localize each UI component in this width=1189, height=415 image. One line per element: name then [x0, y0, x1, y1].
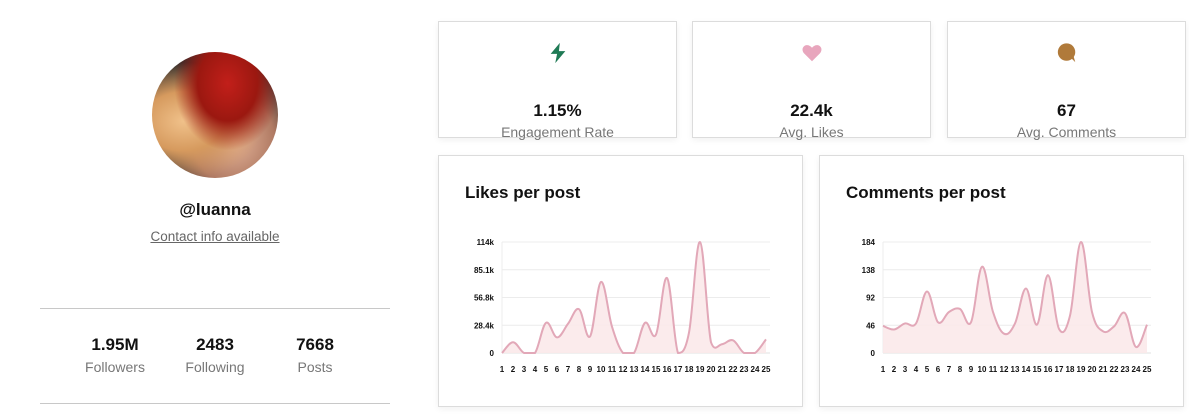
chart-title: Likes per post: [465, 183, 581, 202]
kpi-avg-likes: 22.4k Avg. Likes: [692, 21, 931, 140]
svg-text:92: 92: [866, 294, 875, 303]
svg-text:24: 24: [751, 365, 760, 374]
profile-handle: @luanna: [179, 200, 251, 219]
svg-text:15: 15: [652, 365, 661, 374]
svg-text:10: 10: [978, 365, 987, 374]
svg-text:22: 22: [729, 365, 738, 374]
svg-text:2: 2: [511, 365, 516, 374]
heart-icon: [802, 45, 821, 62]
svg-text:8: 8: [577, 365, 582, 374]
avatar: [152, 52, 278, 178]
stat-label: Followers: [85, 359, 145, 375]
kpi-avg-comments: 67 Avg. Comments: [947, 21, 1186, 140]
svg-text:23: 23: [1121, 365, 1130, 374]
svg-text:21: 21: [718, 365, 727, 374]
stat-followers: 1.95M Followers: [65, 335, 165, 375]
kpi-label: Engagement Rate: [501, 124, 614, 140]
svg-text:28.4k: 28.4k: [474, 321, 495, 330]
divider: [40, 308, 390, 309]
svg-text:1: 1: [881, 365, 886, 374]
kpi-label: Avg. Comments: [1016, 124, 1117, 140]
svg-text:14: 14: [1022, 365, 1031, 374]
svg-text:5: 5: [544, 365, 549, 374]
comments-chart-card: Comments per post 0 46 92 138 184 1 2 3 4 5 6 7 8 9 10…: [819, 155, 1184, 407]
svg-text:6: 6: [555, 365, 560, 374]
stat-value: 1.95M: [91, 335, 139, 354]
svg-text:12: 12: [1000, 365, 1009, 374]
stat-value: 2483: [196, 335, 234, 354]
svg-text:21: 21: [1099, 365, 1108, 374]
svg-text:14: 14: [641, 365, 650, 374]
svg-text:46: 46: [866, 321, 875, 330]
svg-text:18: 18: [685, 365, 694, 374]
svg-text:17: 17: [674, 365, 683, 374]
svg-text:13: 13: [630, 365, 639, 374]
svg-text:11: 11: [608, 365, 617, 374]
svg-text:3: 3: [522, 365, 527, 374]
svg-text:0: 0: [871, 349, 876, 358]
lightning-icon: [550, 42, 565, 64]
svg-text:15: 15: [1033, 365, 1042, 374]
svg-text:3: 3: [903, 365, 908, 374]
stat-following: 2483 Following: [165, 335, 265, 375]
divider: [40, 403, 390, 404]
svg-text:138: 138: [862, 266, 876, 275]
svg-text:114k: 114k: [477, 238, 495, 247]
svg-text:18: 18: [1066, 365, 1075, 374]
svg-text:9: 9: [588, 365, 593, 374]
svg-text:0: 0: [490, 349, 495, 358]
kpi-value: 1.15%: [533, 101, 582, 120]
svg-text:2: 2: [892, 365, 897, 374]
svg-text:23: 23: [740, 365, 749, 374]
kpi-label: Avg. Likes: [779, 124, 844, 140]
svg-text:20: 20: [1088, 365, 1097, 374]
svg-text:4: 4: [533, 365, 538, 374]
svg-text:20: 20: [707, 365, 716, 374]
svg-text:56.8k: 56.8k: [474, 294, 495, 303]
svg-text:16: 16: [1044, 365, 1053, 374]
svg-text:5: 5: [925, 365, 930, 374]
svg-text:25: 25: [1143, 365, 1152, 374]
profile-stats: 1.95M Followers 2483 Following 7668 Post…: [40, 335, 390, 375]
svg-text:13: 13: [1011, 365, 1020, 374]
svg-text:85.1k: 85.1k: [474, 266, 495, 275]
svg-text:8: 8: [958, 365, 963, 374]
kpi-value: 22.4k: [790, 101, 833, 120]
svg-text:24: 24: [1132, 365, 1141, 374]
svg-text:17: 17: [1055, 365, 1064, 374]
svg-text:22: 22: [1110, 365, 1119, 374]
svg-text:10: 10: [597, 365, 606, 374]
svg-text:12: 12: [619, 365, 628, 374]
kpi-value: 67: [1057, 101, 1076, 120]
stat-value: 7668: [296, 335, 334, 354]
stat-posts: 7668 Posts: [265, 335, 365, 375]
svg-text:9: 9: [969, 365, 974, 374]
comment-bubble-icon: [1057, 43, 1075, 63]
kpi-engagement-rate: 1.15% Engagement Rate: [438, 21, 677, 140]
svg-text:7: 7: [566, 365, 571, 374]
stat-label: Posts: [297, 359, 333, 375]
svg-text:6: 6: [936, 365, 941, 374]
profile-panel: @luanna Contact info available 1.95M Fol…: [40, 0, 390, 415]
svg-text:7: 7: [947, 365, 952, 374]
svg-text:11: 11: [989, 365, 998, 374]
svg-text:1: 1: [500, 365, 505, 374]
svg-text:184: 184: [862, 238, 876, 247]
chart-title: Comments per post: [846, 183, 1006, 202]
svg-text:19: 19: [1077, 365, 1086, 374]
svg-text:4: 4: [914, 365, 919, 374]
svg-text:16: 16: [663, 365, 672, 374]
contact-info-link[interactable]: Contact info available: [150, 229, 280, 244]
svg-text:19: 19: [696, 365, 705, 374]
likes-chart-card: Likes per post 0 28.4k 56.8k 85.1k 114k 1 2 3 4 5…: [438, 155, 803, 407]
stat-label: Following: [185, 359, 245, 375]
svg-text:25: 25: [762, 365, 771, 374]
